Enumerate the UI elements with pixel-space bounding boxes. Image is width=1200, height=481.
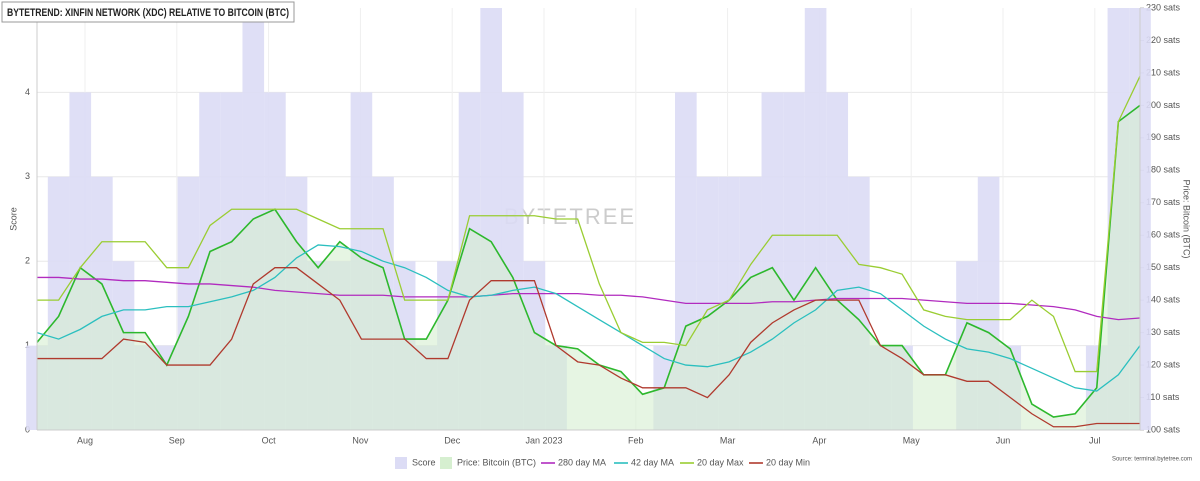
y2-tick-label: 190 sats <box>1146 132 1181 142</box>
y2-tick-label: 200 sats <box>1146 100 1181 110</box>
legend-label: 42 day MA <box>631 457 674 467</box>
y2-tick-label: 130 sats <box>1146 327 1181 337</box>
y2-tick-label: 160 sats <box>1146 230 1181 240</box>
x-tick-label: Aug <box>77 435 93 445</box>
y2-tick-label: 110 sats <box>1146 392 1180 402</box>
x-tick-label: Nov <box>352 435 369 445</box>
y2-tick-label: 230 sats <box>1146 2 1181 12</box>
chart-title: BYTETREND: XINFIN NETWORK (XDC) RELATIVE… <box>7 7 289 19</box>
y2-tick-label: 140 sats <box>1146 295 1181 305</box>
y2-tick-label: 220 sats <box>1146 35 1181 45</box>
series-line <box>37 276 1141 321</box>
price-area <box>37 105 1140 430</box>
x-tick-label: Feb <box>628 435 644 445</box>
series-line <box>37 75 1141 373</box>
x-tick-label: Dec <box>444 435 461 445</box>
legend-label: 20 day Max <box>697 457 744 467</box>
legend-label: Score <box>412 457 436 467</box>
legend-label: 20 day Min <box>766 457 810 467</box>
y-tick-label: 2 <box>25 256 30 266</box>
y2-tick-label: 120 sats <box>1146 359 1181 369</box>
x-tick-label: Apr <box>812 435 826 445</box>
x-tick-label: Oct <box>262 435 277 445</box>
price-line <box>36 104 1141 418</box>
x-tick-label: May <box>903 435 921 445</box>
x-tick-label: Jan 2023 <box>525 435 562 445</box>
y2-tick-label: 180 sats <box>1146 165 1181 175</box>
x-tick-label: Sep <box>169 435 185 445</box>
series-line <box>36 244 1141 392</box>
y-axis-title: Score <box>8 207 18 231</box>
legend-label: 280 day MA <box>558 457 606 467</box>
title-box <box>1 1 295 23</box>
y2-tick-label: 210 sats <box>1146 67 1181 77</box>
legend-label: Price: Bitcoin (BTC) <box>457 457 536 467</box>
y-tick-label: 3 <box>25 171 30 181</box>
y2-tick-label: 170 sats <box>1146 197 1181 207</box>
y-tick-label: 1 <box>25 340 30 350</box>
source: Source: terminal.bytetree.com <box>1112 457 1192 463</box>
y2-axis-title: Price: Bitcoin (BTC) <box>1182 179 1192 258</box>
y-tick-label: 4 <box>25 87 30 97</box>
series-line <box>37 267 1140 428</box>
legend-swatch <box>395 457 407 469</box>
x-tick-label: Jun <box>996 435 1011 445</box>
y2-tick-label: 100 sats <box>1146 424 1181 434</box>
legend-swatch <box>440 457 452 469</box>
x-tick-label: Jul <box>1089 435 1101 445</box>
y2-tick-label: 150 sats <box>1146 262 1181 272</box>
x-tick-label: Mar <box>720 435 736 445</box>
